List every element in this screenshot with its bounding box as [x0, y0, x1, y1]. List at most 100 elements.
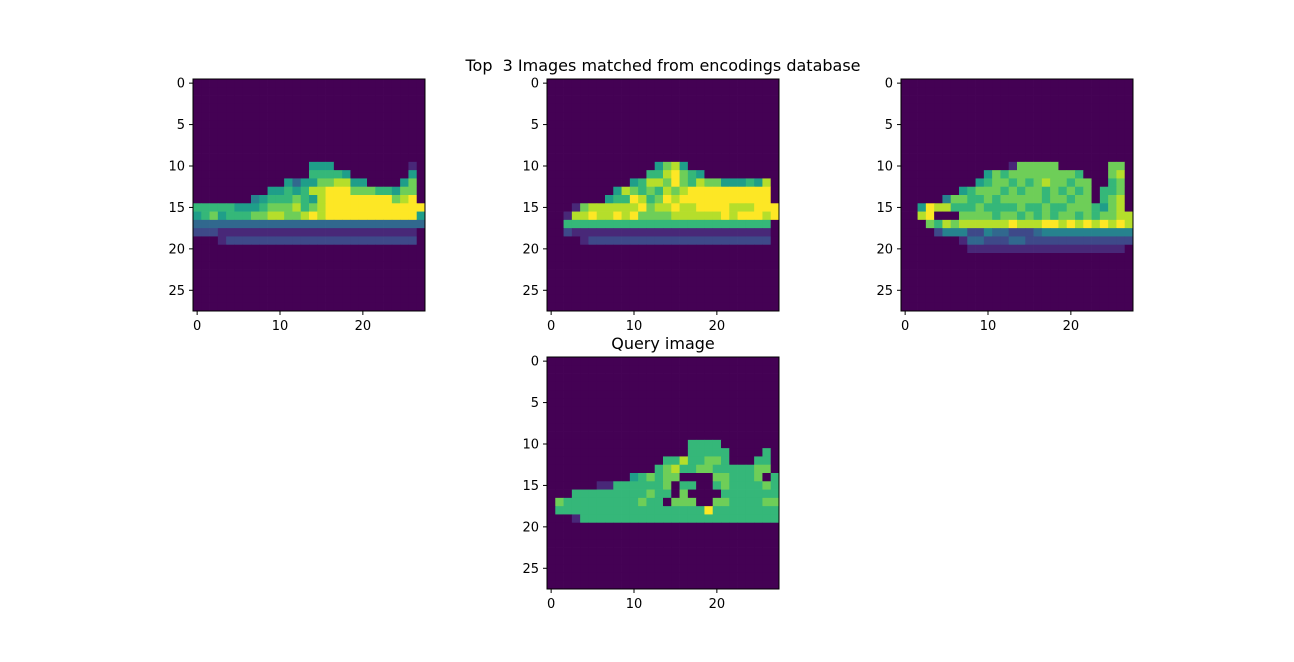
heatmap-cell	[721, 555, 730, 565]
heatmap-cell	[201, 153, 210, 163]
heatmap-cell	[217, 244, 227, 254]
heatmap-cell	[613, 244, 622, 254]
heatmap-cell	[671, 178, 680, 188]
heatmap-cell	[638, 87, 647, 96]
heatmap-cell	[358, 236, 368, 246]
heatmap-cell	[588, 473, 598, 482]
heatmap-cell	[391, 253, 401, 262]
heatmap-cell	[391, 261, 401, 270]
heatmap-cell	[959, 128, 968, 138]
heatmap-cell	[571, 79, 581, 88]
heatmap-cell	[259, 277, 268, 287]
heatmap-cell	[762, 203, 772, 212]
heatmap-cell	[242, 170, 252, 179]
heatmap-cell	[259, 103, 268, 113]
heatmap-cell	[1066, 277, 1076, 287]
heatmap-cell	[367, 302, 376, 312]
heatmap-cell	[901, 261, 910, 270]
heatmap-cell	[663, 473, 672, 482]
heatmap-cell	[721, 448, 730, 457]
heatmap-cell	[563, 489, 573, 499]
heatmap-cell	[646, 564, 656, 573]
heatmap-cell	[621, 489, 631, 499]
heatmap-cell	[646, 112, 656, 121]
heatmap-cell	[745, 473, 755, 482]
heatmap-cell	[571, 195, 581, 204]
heatmap-cell	[646, 373, 656, 383]
heatmap-cell	[762, 398, 772, 408]
heatmap-cell	[983, 211, 993, 221]
heatmap-cell	[712, 398, 722, 408]
heatmap-cell	[251, 120, 260, 130]
heatmap-cell	[770, 522, 780, 532]
heatmap-cell	[1025, 178, 1034, 188]
heatmap-cell	[721, 203, 730, 212]
heatmap-cell	[605, 522, 614, 532]
heatmap-cell	[555, 170, 564, 179]
heatmap-cell	[704, 357, 714, 366]
heatmap-cell	[975, 87, 985, 96]
heatmap-cell	[317, 219, 326, 229]
heatmap-cell	[975, 112, 985, 121]
heatmap-cell	[729, 572, 738, 582]
heatmap-cell	[555, 381, 564, 391]
heatmap-cell	[358, 170, 368, 179]
heatmap-cell	[621, 473, 631, 482]
heatmap-cell	[1108, 137, 1117, 146]
heatmap-cell	[547, 261, 556, 270]
heatmap-cell	[762, 390, 772, 399]
heatmap-cell	[383, 203, 393, 212]
heatmap-cell	[547, 153, 556, 163]
heatmap-cell	[1116, 228, 1126, 237]
heatmap-cell	[712, 497, 722, 507]
heatmap-cell	[193, 228, 202, 237]
heatmap-cell	[967, 261, 976, 270]
heatmap-cell	[909, 112, 918, 121]
heatmap-cell	[1017, 186, 1026, 196]
heatmap-cell	[613, 357, 622, 366]
heatmap-cell	[317, 261, 326, 270]
heatmap-cell	[547, 555, 556, 565]
heatmap-cell	[325, 145, 335, 154]
heatmap-cell	[201, 95, 210, 105]
heatmap-cell	[209, 87, 219, 96]
heatmap-cell	[193, 253, 202, 262]
heatmap-cell	[383, 161, 393, 171]
heatmap-cell	[762, 261, 772, 270]
heatmap-cell	[654, 211, 664, 221]
heatmap-cell	[687, 489, 697, 499]
heatmap-cell	[1099, 95, 1109, 105]
heatmap-cell	[967, 228, 976, 237]
heatmap-cell	[1124, 170, 1134, 179]
heatmap-cell	[1091, 277, 1101, 287]
heatmap-cell	[284, 128, 293, 138]
heatmap-cell	[1050, 87, 1059, 96]
heatmap-cell	[547, 79, 556, 88]
heatmap-cell	[605, 195, 614, 204]
heatmap-cell	[391, 228, 401, 237]
heatmap-cell	[563, 373, 573, 383]
heatmap-cell	[383, 244, 393, 254]
heatmap-cell	[663, 277, 672, 287]
heatmap-cell	[1091, 128, 1101, 138]
heatmap-cell	[588, 497, 598, 507]
heatmap-cell	[259, 153, 268, 163]
heatmap-cell	[754, 448, 763, 457]
heatmap-cell	[1124, 294, 1134, 304]
heatmap-cell	[646, 531, 656, 540]
heatmap-cell	[571, 489, 581, 499]
heatmap-cell	[251, 203, 260, 212]
heatmap-cell	[663, 481, 672, 490]
heatmap-cell	[555, 390, 564, 399]
x-tick-label: 0	[901, 319, 909, 334]
heatmap-cell	[596, 203, 606, 212]
heatmap-cell	[762, 406, 772, 416]
heatmap-cell	[605, 153, 614, 163]
heatmap-cell	[300, 95, 310, 105]
heatmap-cell	[284, 211, 293, 221]
heatmap-cell	[317, 79, 326, 88]
heatmap-cell	[679, 373, 689, 383]
heatmap-cell	[1066, 145, 1076, 154]
heatmap-cell	[737, 398, 747, 408]
heatmap-cell	[925, 161, 935, 171]
